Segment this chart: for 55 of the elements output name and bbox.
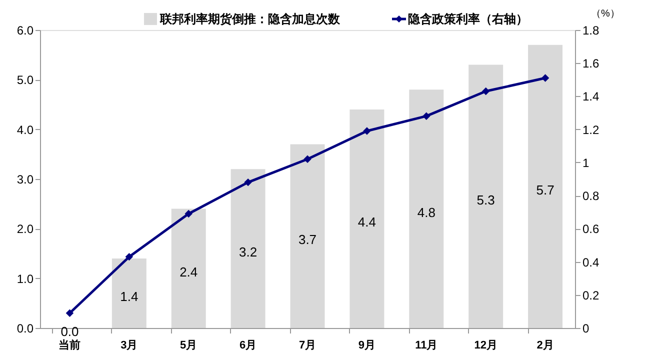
y2-tick-label: 1.2: [582, 122, 600, 137]
x-tick-label: 11月: [415, 340, 438, 352]
point: [304, 155, 312, 164]
data-label: 0.0: [60, 324, 79, 339]
point: [125, 252, 134, 261]
y-tick-label: 1.0: [16, 272, 34, 286]
data-label: 3.2: [239, 244, 258, 260]
point: [363, 127, 371, 135]
point: [422, 112, 430, 120]
data-label: 1.4: [120, 289, 138, 304]
point: [66, 309, 74, 317]
bar: [350, 109, 384, 328]
y-tick-label: 4.0: [16, 122, 34, 137]
bar: [409, 90, 444, 328]
bar: [171, 208, 206, 328]
bar: [528, 44, 563, 328]
legend-label: 隐含政策利率（右轴）: [408, 12, 528, 26]
y2-tick-label: 1.4: [582, 90, 600, 104]
y-tick-label: 2.0: [16, 222, 34, 236]
data-label: 3.7: [298, 232, 317, 248]
data-label: 4.8: [417, 204, 436, 220]
bar: [468, 64, 504, 328]
y-tick-label: 6.0: [16, 24, 34, 38]
y2-tick-label: 0.8: [582, 189, 600, 204]
legend-label: 联邦利率期货倒推：隐含加息次数: [159, 12, 341, 26]
x-tick-label: 当前: [58, 338, 81, 352]
x-tick-label: 6月: [239, 340, 257, 352]
x-tick-label: 5月: [180, 340, 198, 352]
x-tick-label: 3月: [120, 340, 138, 352]
data-label: 5.3: [476, 192, 495, 208]
bar: [290, 144, 325, 328]
data-label: 2.4: [180, 264, 198, 280]
y2-tick-label: 0: [582, 322, 590, 336]
y2-tick-label: 0.2: [582, 288, 600, 302]
bar: [112, 258, 146, 328]
point: [244, 178, 252, 186]
data-label: 4.4: [358, 214, 376, 230]
x-tick-label: 9月: [358, 340, 376, 352]
y2-tick-label: 1: [582, 156, 590, 170]
y-tick-label: 0.0: [16, 322, 34, 336]
y2-tick-label: 1.8: [582, 24, 600, 38]
x-tick-label: 2月: [536, 340, 554, 352]
point: [184, 210, 192, 218]
point: [482, 87, 490, 96]
y-tick-label: 5.0: [16, 73, 34, 88]
y-tick-label: 3.0: [16, 172, 34, 186]
x-tick-label: 7月: [298, 340, 316, 352]
point: [541, 74, 550, 82]
bar: [230, 169, 266, 328]
y2-tick-label: 1.6: [582, 56, 600, 71]
x-tick-label: 12月: [474, 340, 498, 352]
y2-axis-title: （%）: [591, 8, 620, 20]
y2-tick-label: 0.4: [582, 255, 600, 270]
data-label: 5.7: [536, 182, 554, 198]
y2-tick-label: 0.6: [582, 222, 600, 236]
